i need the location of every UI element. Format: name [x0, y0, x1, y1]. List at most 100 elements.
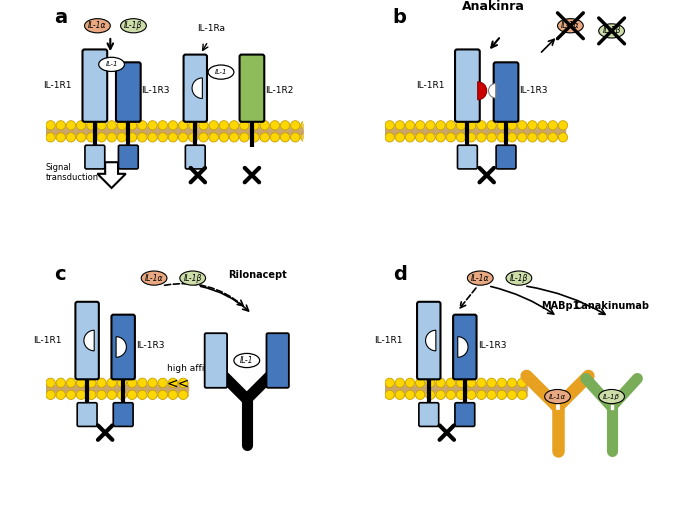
Circle shape	[477, 390, 486, 400]
Circle shape	[158, 378, 167, 387]
Text: IL-1α: IL-1α	[549, 393, 566, 400]
Polygon shape	[97, 162, 126, 188]
Circle shape	[148, 133, 157, 142]
Text: IL-1α: IL-1α	[88, 21, 107, 30]
Circle shape	[538, 133, 547, 142]
Text: IL-1Ra: IL-1Ra	[197, 24, 225, 33]
Text: Anakinra: Anakinra	[462, 1, 525, 13]
Wedge shape	[192, 78, 202, 98]
Circle shape	[87, 133, 96, 142]
Circle shape	[558, 121, 568, 130]
Circle shape	[436, 378, 445, 387]
Circle shape	[271, 133, 279, 142]
Ellipse shape	[180, 271, 206, 285]
Text: IL-1: IL-1	[105, 61, 118, 67]
Text: IL-1R3: IL-1R3	[141, 87, 170, 95]
Wedge shape	[116, 337, 127, 357]
Circle shape	[66, 390, 75, 400]
Text: IL-1β: IL-1β	[510, 273, 528, 283]
Circle shape	[538, 121, 547, 130]
Circle shape	[446, 378, 456, 387]
Circle shape	[169, 390, 177, 400]
Circle shape	[436, 121, 445, 130]
Text: IL-1: IL-1	[215, 69, 227, 75]
Circle shape	[199, 133, 208, 142]
Circle shape	[117, 378, 127, 387]
Circle shape	[446, 133, 456, 142]
Ellipse shape	[99, 57, 125, 72]
Circle shape	[527, 133, 537, 142]
Wedge shape	[84, 330, 95, 351]
Wedge shape	[425, 330, 436, 351]
Text: IL-1α: IL-1α	[561, 21, 580, 30]
Circle shape	[416, 390, 425, 400]
Circle shape	[477, 133, 486, 142]
Circle shape	[56, 133, 65, 142]
Circle shape	[107, 121, 116, 130]
Wedge shape	[458, 337, 468, 357]
Circle shape	[466, 121, 476, 130]
Circle shape	[77, 133, 86, 142]
Circle shape	[385, 133, 395, 142]
Text: IL-1α: IL-1α	[145, 273, 163, 283]
Circle shape	[179, 121, 188, 130]
Circle shape	[406, 133, 414, 142]
Circle shape	[66, 133, 75, 142]
Text: IL-1β: IL-1β	[602, 26, 621, 36]
Circle shape	[280, 133, 290, 142]
Ellipse shape	[599, 24, 625, 38]
Text: IL-1R1: IL-1R1	[33, 336, 62, 345]
Circle shape	[497, 133, 506, 142]
Circle shape	[138, 133, 147, 142]
Circle shape	[558, 133, 568, 142]
Circle shape	[466, 378, 476, 387]
Circle shape	[446, 390, 456, 400]
Circle shape	[188, 133, 198, 142]
Circle shape	[466, 390, 476, 400]
Circle shape	[518, 133, 527, 142]
Text: IL-1R1: IL-1R1	[416, 81, 445, 90]
Circle shape	[518, 121, 527, 130]
Circle shape	[487, 121, 496, 130]
Circle shape	[487, 133, 496, 142]
Circle shape	[395, 133, 404, 142]
Circle shape	[477, 121, 486, 130]
FancyBboxPatch shape	[266, 333, 289, 388]
Circle shape	[385, 390, 395, 400]
Circle shape	[87, 390, 96, 400]
Circle shape	[148, 390, 157, 400]
Text: d: d	[393, 265, 407, 284]
Circle shape	[56, 378, 65, 387]
Circle shape	[436, 133, 445, 142]
Circle shape	[77, 121, 86, 130]
Text: IL-1β: IL-1β	[184, 273, 202, 283]
Circle shape	[395, 121, 404, 130]
Circle shape	[117, 121, 127, 130]
Circle shape	[271, 121, 279, 130]
Circle shape	[456, 378, 466, 387]
Circle shape	[290, 121, 300, 130]
Circle shape	[395, 390, 404, 400]
Circle shape	[77, 378, 86, 387]
FancyBboxPatch shape	[453, 315, 477, 379]
Circle shape	[209, 121, 219, 130]
Wedge shape	[477, 82, 487, 100]
Circle shape	[416, 121, 425, 130]
Circle shape	[46, 378, 55, 387]
Circle shape	[107, 378, 116, 387]
Circle shape	[169, 133, 177, 142]
Circle shape	[229, 133, 239, 142]
Circle shape	[97, 133, 106, 142]
FancyBboxPatch shape	[112, 315, 135, 379]
Circle shape	[97, 378, 106, 387]
Circle shape	[466, 133, 476, 142]
Circle shape	[158, 133, 167, 142]
Circle shape	[87, 121, 96, 130]
Text: high affinity: high affinity	[167, 364, 222, 373]
Ellipse shape	[558, 19, 583, 33]
Circle shape	[77, 390, 86, 400]
Text: IL-1: IL-1	[240, 356, 253, 365]
Circle shape	[548, 133, 558, 142]
FancyBboxPatch shape	[205, 333, 227, 388]
Circle shape	[436, 390, 445, 400]
